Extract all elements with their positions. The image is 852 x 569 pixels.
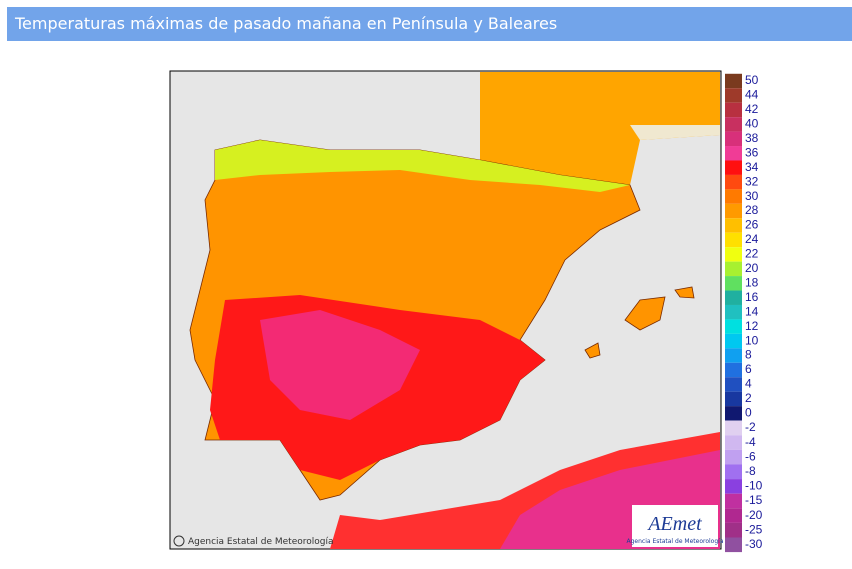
legend-swatch xyxy=(725,203,742,219)
legend-label: 24 xyxy=(745,232,759,246)
credit: Agencia Estatal de Meteorología xyxy=(188,537,334,547)
legend-label: 6 xyxy=(745,362,752,376)
legend-swatch xyxy=(725,537,742,553)
france-edge xyxy=(630,125,720,140)
legend-swatch xyxy=(725,508,742,523)
legend-swatch xyxy=(725,406,742,421)
legend-label: -4 xyxy=(745,435,756,449)
legend-swatch xyxy=(725,88,742,103)
legend-label: 26 xyxy=(745,218,759,232)
legend-swatch xyxy=(725,420,742,436)
legend-label: 34 xyxy=(745,160,759,174)
legend-swatch xyxy=(725,261,742,277)
legend-swatch xyxy=(725,493,742,509)
legend-label: 32 xyxy=(745,174,759,188)
legend-swatch xyxy=(725,377,742,392)
legend-swatch xyxy=(725,348,742,363)
logo-subtitle: Agencia Estatal de Meteorología xyxy=(627,538,724,545)
very-hot-zone xyxy=(260,310,420,420)
legend-label: -2 xyxy=(745,420,756,434)
legend-swatch xyxy=(725,319,742,334)
legend-label: -6 xyxy=(745,449,756,463)
legend-swatch xyxy=(725,131,742,147)
legend-swatch xyxy=(725,160,742,175)
legend-swatch xyxy=(725,247,742,262)
legend-label: 4 xyxy=(745,377,752,391)
legend-label: 50 xyxy=(745,73,759,87)
legend-label: 42 xyxy=(745,102,759,116)
copyright-icon xyxy=(173,535,185,547)
legend-label: 22 xyxy=(745,247,759,261)
legend-label: 20 xyxy=(745,261,759,275)
menorca xyxy=(674,286,695,299)
legend-swatch xyxy=(725,232,742,248)
france xyxy=(480,72,720,185)
legend-label: 2 xyxy=(745,391,752,405)
legend-label: 14 xyxy=(745,304,759,318)
logo: AEmet xyxy=(646,513,702,535)
legend-label: -15 xyxy=(745,493,763,507)
legend-label: -8 xyxy=(745,464,756,478)
legend-label: 28 xyxy=(745,203,759,217)
legend-label: -20 xyxy=(745,508,763,522)
north-cool-zone xyxy=(215,140,630,192)
legend-swatch xyxy=(725,449,742,465)
title: Temperaturas máximas de pasado mañana en… xyxy=(7,7,852,41)
legend-swatch xyxy=(725,522,742,538)
legend-swatch xyxy=(725,435,742,450)
legend-label: 36 xyxy=(745,145,759,159)
legend-swatch xyxy=(725,73,742,89)
legend-label: 12 xyxy=(745,319,759,333)
mallorca xyxy=(624,296,666,331)
legend-swatch xyxy=(725,102,742,118)
legend-label: 8 xyxy=(745,348,752,362)
legend-label: 44 xyxy=(745,88,759,102)
legend-label: 30 xyxy=(745,189,759,203)
legend-swatch xyxy=(725,391,742,407)
legend-label: -30 xyxy=(745,537,763,551)
legend-label: -10 xyxy=(745,479,763,493)
legend-label: 0 xyxy=(745,406,752,420)
legend-swatch xyxy=(725,218,742,233)
legend-swatch xyxy=(725,479,742,494)
legend-swatch xyxy=(725,464,742,480)
legend-swatch xyxy=(725,189,742,204)
legend-swatch xyxy=(725,304,742,320)
legend-swatch xyxy=(725,290,742,305)
legend-swatch xyxy=(725,362,742,378)
legend-swatch xyxy=(725,146,742,161)
logo-box xyxy=(632,505,718,547)
legend-label: 18 xyxy=(745,275,759,289)
legend-swatch xyxy=(725,174,742,190)
legend-label: 16 xyxy=(745,290,759,304)
legend: 5044424038363432302826242220181614121086… xyxy=(725,73,763,553)
legend-label: 38 xyxy=(745,131,759,145)
legend-label: -25 xyxy=(745,522,763,536)
legend-label: 10 xyxy=(745,333,759,347)
legend-swatch xyxy=(725,276,742,291)
ibiza xyxy=(584,342,601,359)
legend-swatch xyxy=(725,333,742,349)
legend-swatch xyxy=(725,117,742,132)
legend-label: 40 xyxy=(745,117,759,131)
